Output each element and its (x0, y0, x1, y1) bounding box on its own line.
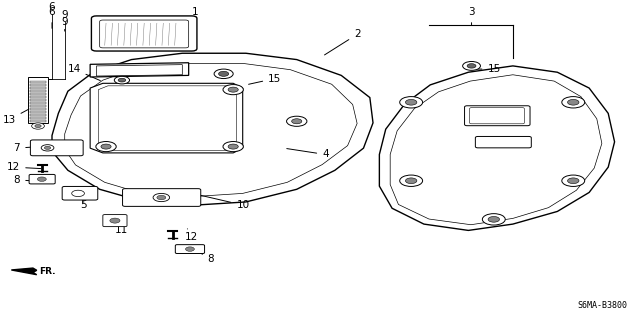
Circle shape (467, 64, 476, 68)
Circle shape (101, 144, 111, 149)
Text: 7: 7 (13, 143, 36, 153)
Polygon shape (52, 53, 373, 205)
Text: 6: 6 (49, 2, 55, 12)
Bar (28, 77, 47, 123)
FancyBboxPatch shape (103, 215, 127, 226)
Bar (29, 81, 46, 83)
Circle shape (405, 178, 417, 184)
Circle shape (157, 195, 166, 200)
Text: 15: 15 (248, 74, 282, 84)
Circle shape (568, 100, 579, 105)
Circle shape (568, 178, 579, 184)
Circle shape (115, 76, 129, 84)
Circle shape (96, 142, 116, 152)
Circle shape (287, 116, 307, 126)
Circle shape (41, 145, 54, 151)
Bar (29, 90, 46, 92)
Text: 4: 4 (287, 149, 329, 160)
Circle shape (228, 87, 238, 92)
FancyBboxPatch shape (92, 16, 197, 51)
Text: 14: 14 (67, 64, 100, 81)
FancyBboxPatch shape (30, 140, 83, 156)
Text: 15: 15 (476, 64, 500, 74)
Circle shape (488, 217, 499, 222)
Bar (29, 93, 46, 95)
Circle shape (562, 97, 585, 108)
Text: FR.: FR. (39, 267, 56, 276)
FancyBboxPatch shape (175, 245, 205, 254)
Circle shape (405, 100, 417, 105)
Circle shape (44, 146, 51, 149)
Text: 6: 6 (49, 7, 55, 28)
Polygon shape (380, 66, 614, 230)
Text: 1: 1 (192, 7, 198, 28)
Bar (29, 99, 46, 101)
Bar (29, 102, 46, 104)
Bar (29, 111, 46, 113)
Text: 3: 3 (468, 7, 475, 25)
Circle shape (218, 71, 228, 76)
Bar (29, 84, 46, 86)
Circle shape (223, 142, 243, 152)
Circle shape (223, 85, 243, 95)
Circle shape (37, 177, 46, 182)
Bar (29, 96, 46, 98)
Circle shape (72, 190, 84, 197)
Circle shape (214, 69, 233, 78)
Circle shape (110, 218, 120, 223)
FancyBboxPatch shape (62, 186, 98, 200)
Circle shape (463, 62, 481, 70)
Bar (29, 120, 46, 122)
Text: 12: 12 (185, 229, 198, 242)
Circle shape (153, 193, 170, 202)
Circle shape (400, 97, 422, 108)
FancyBboxPatch shape (29, 174, 55, 184)
Text: 13: 13 (3, 105, 36, 125)
Circle shape (186, 247, 195, 251)
Text: 8: 8 (196, 251, 214, 264)
FancyBboxPatch shape (476, 137, 531, 148)
Text: 9: 9 (61, 10, 68, 20)
Circle shape (118, 78, 125, 82)
Polygon shape (90, 83, 243, 153)
Circle shape (35, 124, 41, 128)
Text: 11: 11 (115, 219, 129, 235)
Text: 5: 5 (81, 200, 87, 210)
Text: 12: 12 (7, 162, 41, 172)
Circle shape (483, 214, 505, 225)
Circle shape (292, 119, 302, 124)
Polygon shape (12, 268, 36, 275)
Bar (29, 87, 46, 89)
Circle shape (400, 175, 422, 186)
Circle shape (562, 175, 585, 186)
FancyBboxPatch shape (465, 106, 530, 126)
Text: 8: 8 (13, 175, 36, 185)
FancyBboxPatch shape (122, 189, 201, 206)
Circle shape (31, 123, 44, 129)
Text: 9: 9 (61, 17, 68, 31)
Text: S6MA-B3800: S6MA-B3800 (577, 300, 627, 309)
Bar (29, 108, 46, 110)
Text: 2: 2 (324, 29, 360, 55)
Text: 10: 10 (198, 195, 250, 210)
Bar (29, 117, 46, 119)
Bar (29, 105, 46, 107)
Circle shape (228, 144, 238, 149)
Polygon shape (90, 63, 189, 77)
Bar (29, 114, 46, 116)
